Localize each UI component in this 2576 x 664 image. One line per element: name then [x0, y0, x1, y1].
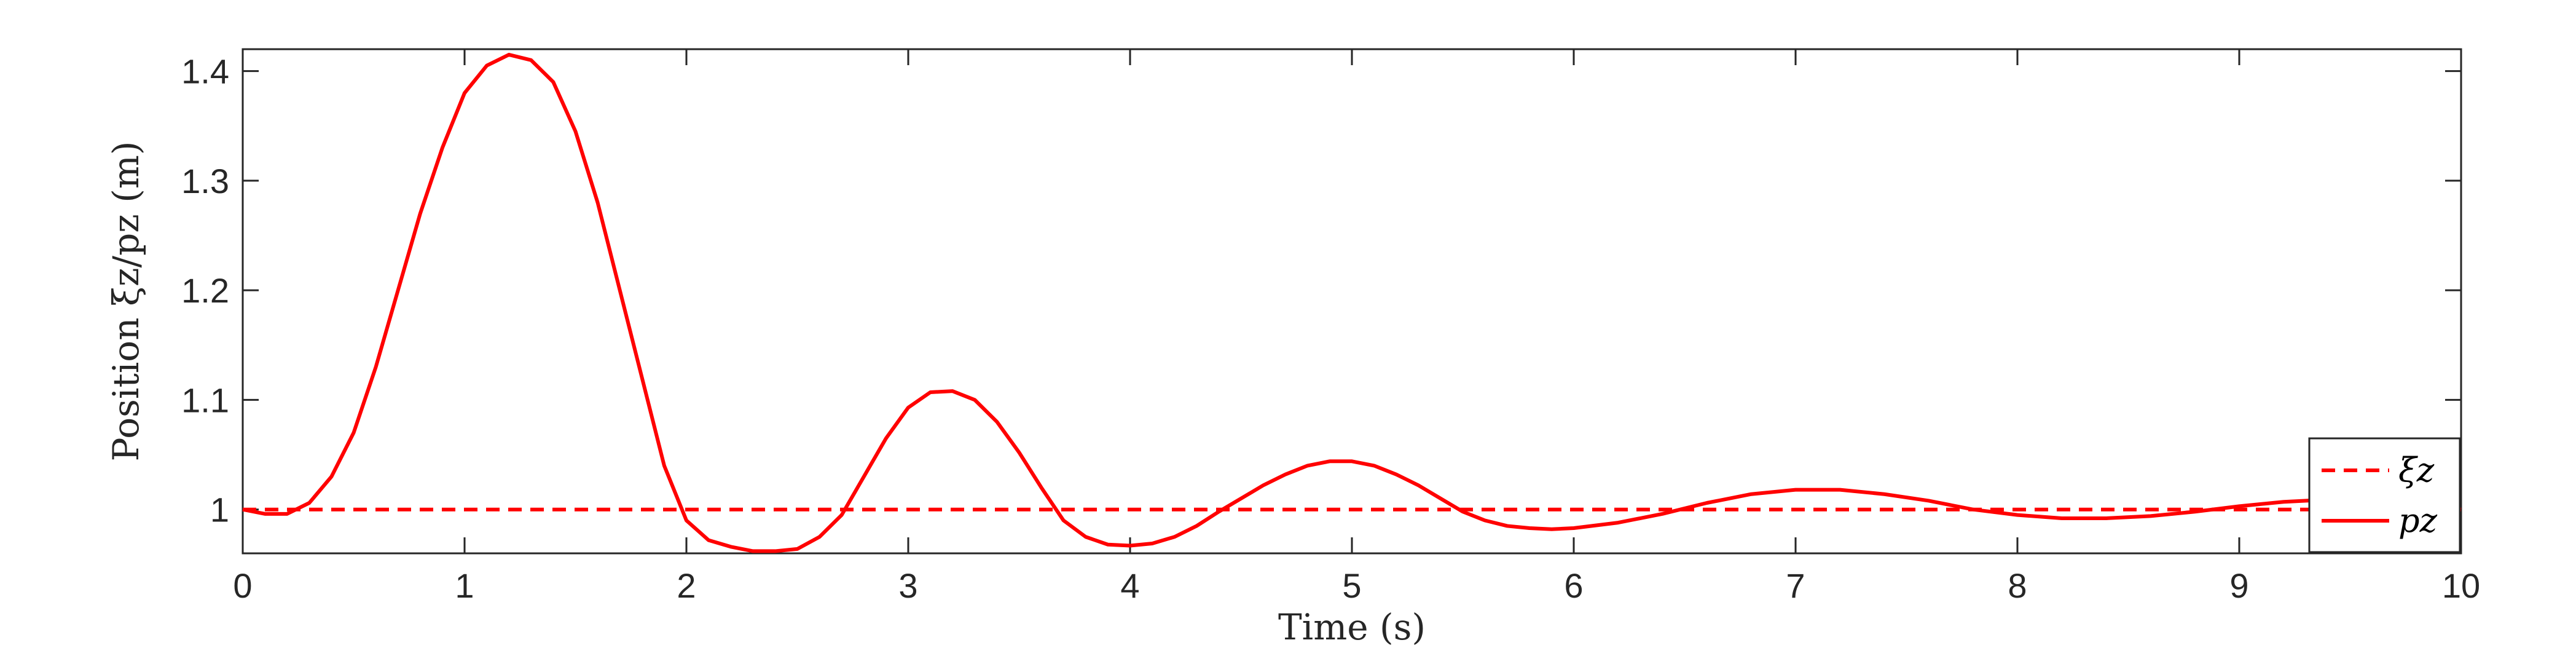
x-tick-label: 0 — [233, 566, 252, 605]
series-line-p-z — [242, 52, 2462, 553]
y-tick-label: 1.1 — [181, 381, 229, 419]
y-tick-label: 1.2 — [181, 271, 229, 310]
y-tick-label: 1.4 — [181, 52, 229, 91]
x-tick-label: 6 — [1564, 566, 1583, 605]
legend: ξz pz — [2308, 437, 2461, 553]
plot-area-frame — [242, 48, 2462, 555]
axis-ticks — [242, 49, 2462, 553]
x-tick-label: 4 — [1120, 566, 1139, 605]
x-tick-label: 5 — [1342, 566, 1361, 605]
x-axis-title: Time (s) — [1278, 606, 1426, 648]
y-tick-label: 1 — [210, 491, 229, 529]
x-tick-label: 2 — [677, 566, 696, 605]
x-tick-label: 1 — [455, 566, 474, 605]
y-axis-title: Position ξz/pz (m) — [105, 141, 147, 462]
legend-label-p-z: pz — [2398, 501, 2438, 540]
legend-box — [2308, 437, 2461, 553]
x-tick-label: 7 — [1786, 566, 1805, 605]
legend-label-xi-z: ξz — [2398, 451, 2435, 489]
y-tick-label: 1.3 — [181, 162, 229, 200]
x-tick-label: 3 — [898, 566, 917, 605]
x-tick-label: 10 — [2442, 566, 2480, 605]
x-tick-label: 9 — [2229, 566, 2248, 605]
series-lines — [242, 52, 2462, 553]
x-tick-label: 8 — [2008, 566, 2027, 605]
